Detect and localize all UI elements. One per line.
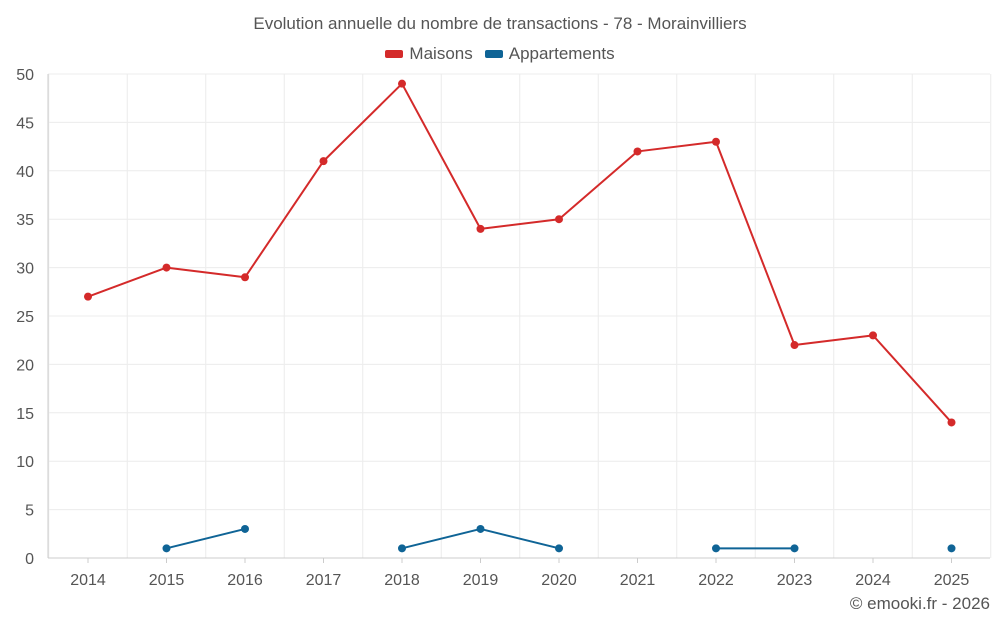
legend-item-appartements[interactable]: Appartements <box>484 44 615 64</box>
data-point-maisons <box>319 157 328 166</box>
data-point-maisons <box>712 137 720 146</box>
series-line-maisons <box>872 334 953 424</box>
legend-item-maisons[interactable]: Maisons <box>385 44 473 64</box>
data-point-maisons <box>84 292 92 301</box>
legend-label-maisons: Maisons <box>409 44 473 63</box>
x-tick-label: 2025 <box>934 572 970 589</box>
y-tick-label: 20 <box>16 357 34 374</box>
series-line-maisons <box>401 82 482 230</box>
x-tick-label: 2015 <box>149 572 185 589</box>
x-tick-label: 2020 <box>541 572 577 589</box>
data-point-maisons <box>790 341 799 350</box>
series-line-maisons <box>479 218 560 230</box>
data-point-appartements <box>476 524 485 533</box>
series-line-maisons <box>165 266 246 279</box>
x-tick-label: 2024 <box>855 572 891 589</box>
y-tick-label: 10 <box>16 454 34 471</box>
series-line-appartements <box>401 527 482 550</box>
x-tick-label: 2022 <box>698 572 734 589</box>
data-point-appartements <box>712 544 720 553</box>
data-point-maisons <box>476 224 485 233</box>
data-point-appartements <box>555 544 563 553</box>
legend-label-appartements: Appartements <box>508 44 615 63</box>
y-tick-label: 25 <box>16 309 34 326</box>
series-line-maisons <box>87 266 168 298</box>
y-tick-label: 45 <box>16 115 34 132</box>
x-tick-label: 2016 <box>227 572 263 589</box>
series-line-appartements <box>165 527 246 550</box>
data-point-appartements <box>241 524 249 533</box>
y-tick-label: 50 <box>16 67 34 84</box>
x-tick-label: 2018 <box>384 572 420 589</box>
data-point-appartements <box>398 544 406 553</box>
series-line-maisons <box>244 160 325 279</box>
data-point-maisons <box>162 263 171 272</box>
y-tick-label: 40 <box>16 164 34 181</box>
chart-title: Evolution annuelle du nombre de transact… <box>253 14 747 33</box>
y-tick-label: 30 <box>16 261 34 278</box>
y-tick-label: 0 <box>25 551 34 568</box>
y-tick-label: 35 <box>16 212 34 229</box>
legend: Maisons Appartements <box>0 44 1000 64</box>
legend-swatch-maisons <box>385 50 404 58</box>
x-tick-label: 2021 <box>620 572 656 589</box>
y-tick-label: 15 <box>16 406 34 423</box>
credit-text: © emooki.fr - 2026 <box>849 594 990 613</box>
series-line-maisons <box>715 140 796 347</box>
x-tick-label: 2014 <box>70 572 106 589</box>
data-point-appartements <box>162 544 171 553</box>
legend-swatch-appartements <box>484 50 503 58</box>
data-point-maisons <box>555 215 563 224</box>
series-line-maisons <box>558 150 639 221</box>
data-point-appartements <box>790 544 799 553</box>
series-line-appartements <box>479 527 560 550</box>
data-point-maisons <box>633 147 642 156</box>
x-tick-label: 2023 <box>777 572 813 589</box>
y-tick-label: 5 <box>25 503 34 520</box>
data-point-maisons <box>241 273 249 282</box>
x-tick-label: 2017 <box>306 572 342 589</box>
data-point-maisons <box>947 418 956 427</box>
data-point-maisons <box>869 331 877 340</box>
data-point-appartements <box>947 544 956 553</box>
series-line-maisons <box>636 140 717 153</box>
series-line-maisons <box>793 334 874 347</box>
data-point-maisons <box>398 79 406 88</box>
series-line-maisons <box>322 82 403 163</box>
x-tick-label: 2019 <box>463 572 499 589</box>
